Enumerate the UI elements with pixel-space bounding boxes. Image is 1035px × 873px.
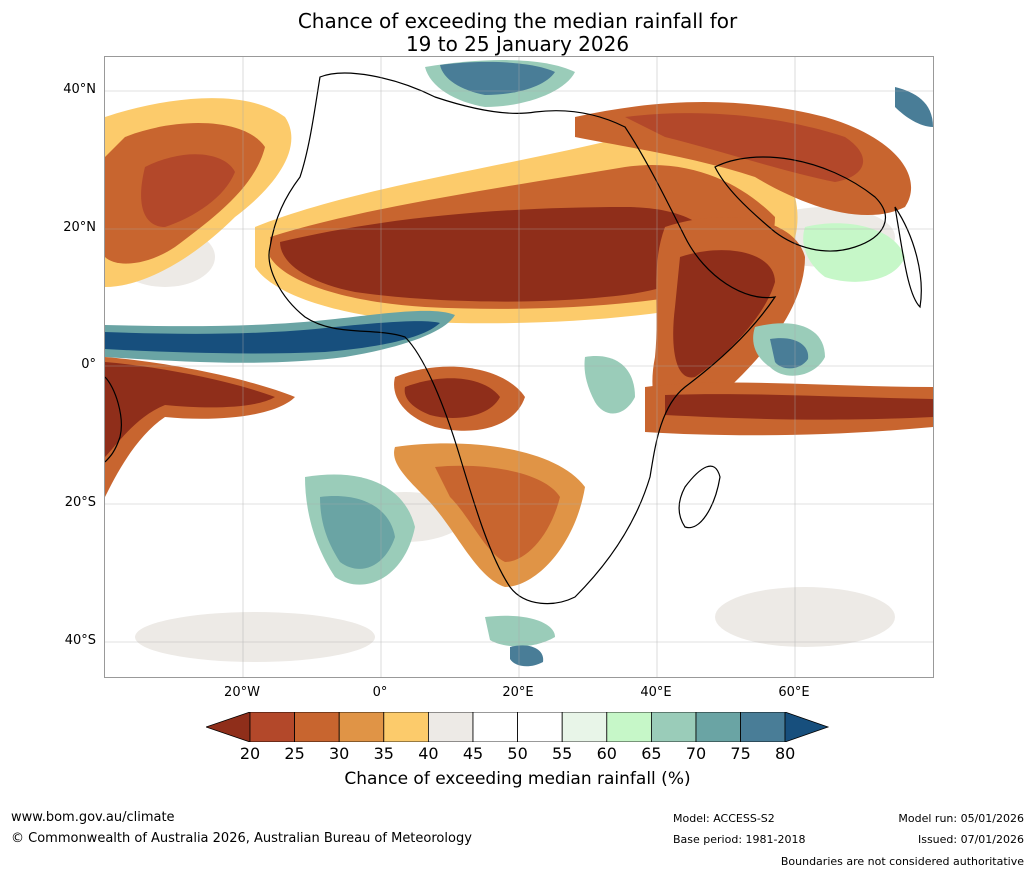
colorbar-low-arrow bbox=[206, 712, 251, 742]
lat-label-40n: 40°N bbox=[63, 82, 96, 97]
colorbar-tick-35: 35 bbox=[373, 744, 394, 763]
lon-label-0: 0° bbox=[372, 685, 388, 700]
colorbar-tick-65: 65 bbox=[641, 744, 662, 763]
colorbar-tick-25: 25 bbox=[284, 744, 305, 763]
colorbar-segment-35-40 bbox=[383, 712, 429, 742]
footer-website[interactable]: www.bom.gov.au/climate bbox=[11, 810, 175, 825]
colorbar-segment-65-70 bbox=[650, 712, 697, 742]
colorbar-tick-20: 20 bbox=[239, 744, 261, 763]
atlantic-wet-band bbox=[105, 310, 455, 363]
lat-label-20s: 20°S bbox=[64, 495, 96, 510]
east-africa-dry-region bbox=[645, 217, 933, 436]
map-svg bbox=[105, 57, 933, 677]
lat-label-40s: 40°S bbox=[64, 633, 96, 648]
footer-model-run: Model run: 05/01/2026 bbox=[898, 812, 1024, 825]
lat-label-20n: 20°N bbox=[63, 220, 96, 235]
lon-label-20e: 20°E bbox=[502, 685, 534, 700]
footer-model: Model: ACCESS-S2 bbox=[673, 812, 775, 825]
colorbar-segment-40-45 bbox=[427, 712, 474, 742]
colorbar-segment-75-80 bbox=[740, 712, 786, 742]
gridlines bbox=[105, 57, 933, 677]
south-atlantic-dry-tongue bbox=[105, 357, 295, 497]
chart-title: Chance of exceeding the median rainfall … bbox=[0, 10, 1035, 56]
footer-issued: Issued: 07/01/2026 bbox=[917, 833, 1024, 846]
southern-africa-dry-region bbox=[394, 366, 585, 587]
title-line-1: Chance of exceeding the median rainfall … bbox=[297, 9, 738, 33]
footer-copyright: © Commonwealth of Australia 2026, Austra… bbox=[11, 831, 472, 846]
colorbar-segment-55-60 bbox=[561, 712, 608, 742]
lon-label-20w: 20°W bbox=[224, 685, 260, 700]
rainfall-map bbox=[104, 56, 934, 678]
footer-base-period: Base period: 1981-2018 bbox=[673, 833, 806, 846]
colorbar bbox=[206, 712, 830, 742]
colorbar-tick-55: 55 bbox=[552, 744, 573, 763]
colorbar-segment-50-55 bbox=[517, 712, 563, 742]
colorbar-segment-60-65 bbox=[606, 712, 652, 742]
colorbar-segment-30-35 bbox=[338, 712, 385, 742]
colorbar-tick-30: 30 bbox=[329, 744, 350, 763]
lon-label-40e: 40°E bbox=[640, 685, 672, 700]
colorbar-segments bbox=[249, 712, 786, 742]
lat-label-0: 0° bbox=[81, 357, 96, 372]
colorbar-tick-60: 60 bbox=[596, 744, 617, 763]
colorbar-segment-45-50 bbox=[472, 712, 518, 742]
atlantic-dry-region bbox=[105, 98, 292, 287]
wet-patches bbox=[305, 60, 933, 667]
footer-disclaimer: Boundaries are not considered authoritat… bbox=[780, 855, 1024, 868]
colorbar-tick-45: 45 bbox=[462, 744, 484, 763]
colorbar-title: Chance of exceeding median rainfall (%) bbox=[344, 769, 691, 789]
colorbar-segment-70-75 bbox=[695, 712, 741, 742]
title-line-2: 19 to 25 January 2026 bbox=[405, 32, 630, 56]
colorbar-tick-80: 80 bbox=[775, 744, 796, 763]
colorbar-high-arrow bbox=[784, 712, 830, 742]
colorbar-tick-40: 40 bbox=[418, 744, 439, 763]
colorbar-segment-20-25 bbox=[249, 712, 295, 742]
colorbar-tick-75: 75 bbox=[730, 744, 751, 763]
colorbar-tick-70: 70 bbox=[685, 744, 707, 763]
colorbar-tick-50: 50 bbox=[507, 744, 528, 763]
colorbar-segment-25-30 bbox=[294, 712, 340, 742]
lon-label-60e: 60°E bbox=[778, 685, 810, 700]
coastlines bbox=[105, 72, 922, 605]
